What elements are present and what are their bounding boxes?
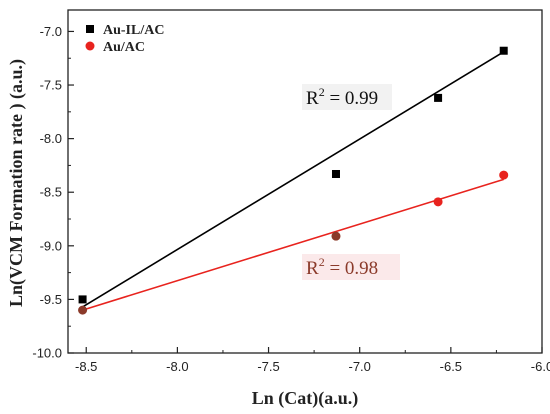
svg-text:R2 = 0.99: R2 = 0.99: [306, 85, 378, 109]
x-tick-label: -7.0: [348, 359, 370, 374]
y-tick-label: -9.5: [40, 292, 62, 307]
y-tick-label: -7.0: [40, 24, 62, 39]
point-au-il-ac: [78, 295, 87, 304]
x-tick-label: -8.0: [166, 359, 188, 374]
r2-au-il-ac-value: = 0.99: [325, 88, 378, 109]
y-axis-ticks: -10.0 -9.5 -9.0 -8.5 -8.0 -7.5 -7.0: [32, 24, 74, 361]
r2-label-au-ac: R2 = 0.98: [302, 254, 400, 280]
svg-text:R2 = 0.98: R2 = 0.98: [306, 255, 378, 279]
y-tick-label: -10.0: [32, 346, 62, 361]
legend-marker-au-il-ac: [86, 25, 94, 33]
fit-line-au-il-ac: [82, 51, 505, 308]
point-au-ac: [78, 305, 88, 315]
point-au-ac: [433, 197, 443, 207]
x-tick-label: -7.5: [257, 359, 279, 374]
r2-label-au-ac-bg: [302, 254, 400, 280]
point-au-ac: [331, 231, 341, 241]
r2-label-au-il-ac: R2 = 0.99: [302, 84, 392, 110]
r2-au-il-ac-prefix: R: [306, 88, 319, 109]
y-tick-label: -9.0: [40, 238, 62, 253]
point-au-il-ac: [499, 46, 508, 55]
legend-label-au-ac: Au/AC: [103, 40, 145, 55]
x-tick-label: -8.5: [75, 359, 97, 374]
x-axis-ticks: -8.5 -8.0 -7.5 -7.0 -6.5 -6.0: [75, 347, 550, 374]
point-au-il-ac: [331, 169, 340, 178]
legend: Au-IL/AC Au/AC: [85, 23, 164, 55]
point-au-il-ac: [434, 93, 443, 102]
x-axis-title: Ln (Cat)(a.u.): [252, 388, 359, 409]
fit-lines: [82, 51, 505, 311]
legend-marker-au-ac: [85, 41, 95, 51]
y-tick-label: -8.5: [40, 185, 62, 200]
data-points: [78, 46, 509, 315]
r2-au-ac-value: = 0.98: [325, 258, 378, 279]
x-tick-label: -6.0: [531, 359, 550, 374]
y-tick-label: -8.0: [40, 131, 62, 146]
fit-line-au-ac: [82, 178, 504, 311]
x-tick-label: -6.5: [440, 359, 462, 374]
legend-label-au-il-ac: Au-IL/AC: [103, 23, 164, 38]
y-tick-label: -7.5: [40, 78, 62, 93]
r2-label-au-il-ac-bg: [302, 84, 392, 110]
point-au-ac: [499, 170, 509, 180]
r2-au-il-ac-sup: 2: [319, 85, 325, 99]
r2-au-ac-prefix: R: [306, 258, 319, 279]
y-axis-title: Ln(VCM Formation rate ) (a.u.): [6, 59, 27, 307]
plot-area-frame: [67, 9, 543, 354]
r2-au-ac-sup: 2: [319, 255, 325, 269]
